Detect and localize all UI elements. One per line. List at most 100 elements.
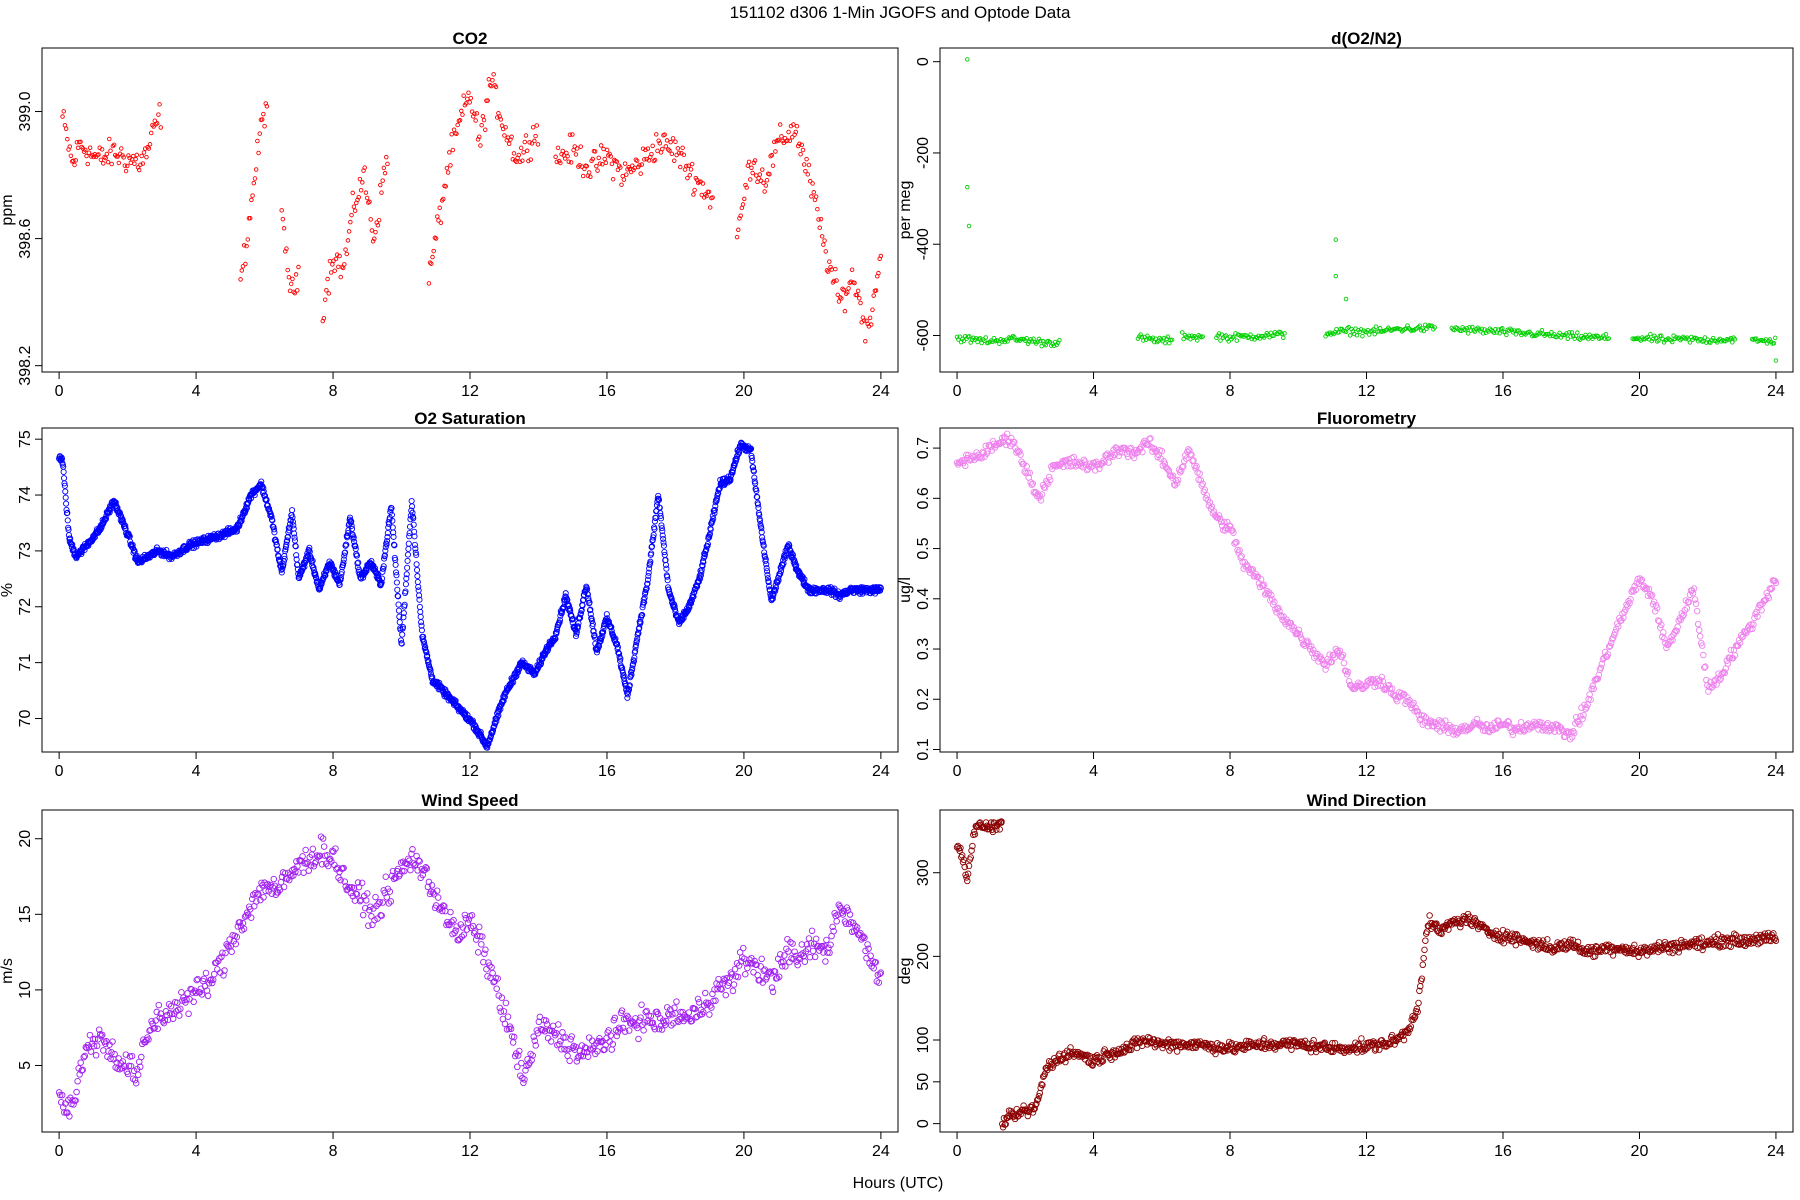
wind-speed-xtick-label: 12	[461, 1143, 479, 1160]
o2-sat-point	[404, 557, 411, 564]
co2-point	[322, 297, 328, 302]
o2-sat-point	[403, 575, 410, 582]
fluor-point	[1696, 633, 1704, 640]
co2-point	[809, 194, 814, 199]
co2-point	[674, 152, 679, 158]
wind-speed-point	[478, 941, 485, 948]
co2-point	[835, 292, 840, 298]
co2-point	[364, 195, 370, 201]
o2-n2-point	[1730, 340, 1735, 345]
o2-sat-point	[340, 559, 347, 566]
co2-point	[609, 161, 615, 167]
co2-point	[565, 154, 570, 159]
co2-point	[78, 139, 83, 145]
wind-dir-ytick-label: 100	[915, 1027, 932, 1054]
co2-xtick-label: 0	[55, 383, 64, 400]
co2-point	[687, 172, 693, 178]
wind-speed-point	[155, 1001, 163, 1009]
co2-point	[804, 156, 809, 162]
co2-point	[706, 189, 712, 195]
co2-point	[863, 338, 868, 344]
co2-point	[466, 90, 471, 96]
o2-sat-point	[749, 458, 756, 465]
co2-point	[801, 162, 807, 167]
wind-dir-xtick-label: 0	[953, 1143, 962, 1160]
o2-sat-point	[427, 667, 434, 674]
co2-point	[257, 131, 263, 136]
wind-speed-point	[280, 883, 288, 891]
o2-sat-point	[340, 556, 347, 563]
co2-point	[474, 111, 480, 116]
co2-point	[676, 150, 682, 156]
o2-n2-point	[1495, 327, 1501, 332]
fluor-point	[1694, 620, 1702, 628]
co2-point	[825, 269, 831, 274]
o2-sat-point	[116, 509, 123, 517]
o2-n2-point	[1180, 330, 1185, 335]
o2-sat-point	[305, 547, 312, 554]
wind-speed-point	[833, 917, 840, 925]
o2-sat-ytick-label: 70	[17, 709, 34, 727]
co2-point	[688, 167, 694, 172]
co2-point	[147, 142, 153, 147]
o2-sat-point	[338, 571, 345, 578]
co2-point	[284, 246, 289, 251]
wind-speed-xtick-label: 4	[192, 1143, 201, 1160]
co2-point	[601, 146, 606, 152]
fluor-point	[1597, 664, 1605, 672]
co2-point	[460, 112, 465, 117]
co2-point	[358, 187, 364, 193]
co2-point	[325, 276, 330, 282]
o2-sat-ytick-label: 75	[17, 430, 34, 448]
co2-point	[663, 144, 669, 149]
wind-speed-point	[544, 1034, 552, 1042]
co2-point	[553, 154, 558, 160]
o2-sat-point	[392, 569, 400, 576]
co2-point	[535, 142, 541, 147]
o2-sat-point	[260, 485, 267, 492]
o2-sat-xtick-label: 16	[598, 763, 616, 780]
wind-speed-point	[185, 1010, 192, 1018]
co2-point	[615, 167, 621, 173]
co2-point	[436, 218, 441, 223]
o2-n2-point	[1360, 333, 1365, 339]
o2-n2-xtick-label: 8	[1226, 383, 1235, 400]
co2-point	[461, 93, 466, 98]
co2-point	[742, 196, 747, 202]
co2-point	[749, 165, 754, 171]
co2-point	[103, 155, 108, 161]
co2-point	[836, 299, 842, 304]
o2-sat-point	[404, 564, 411, 571]
o2-n2-title: d(O2/N2)	[1331, 29, 1402, 48]
fluor-ytick-label: 0.5	[915, 537, 932, 559]
co2-point	[871, 293, 876, 298]
o2-sat-point	[418, 619, 425, 626]
o2-sat-point	[413, 566, 421, 574]
co2-point	[736, 227, 741, 233]
o2-n2-point	[1391, 326, 1397, 332]
co2-point	[454, 131, 459, 137]
fluor-point	[1238, 552, 1245, 560]
o2-sat-point	[390, 533, 397, 540]
co2-point	[105, 159, 111, 165]
o2-sat-point	[293, 552, 300, 559]
o2-n2-point	[1347, 333, 1353, 338]
wind-speed-point	[635, 1035, 642, 1043]
co2-point	[597, 161, 603, 166]
o2-sat-point	[416, 603, 423, 611]
o2-n2-ytick-label: -400	[915, 228, 932, 260]
o2-sat-point	[60, 468, 67, 475]
co2-point	[649, 151, 654, 157]
o2-sat-point	[279, 565, 286, 572]
o2-n2-point	[1195, 338, 1200, 343]
fluor-xtick-label: 0	[953, 763, 962, 780]
co2-xtick-label: 24	[872, 383, 890, 400]
o2-sat-point	[412, 549, 419, 556]
co2-point	[472, 111, 477, 117]
fluor-points	[953, 430, 1780, 743]
co2-point	[368, 217, 373, 222]
o2-sat-point	[416, 596, 423, 603]
o2-sat-point	[283, 541, 290, 548]
o2-n2-xtick-label: 20	[1631, 383, 1649, 400]
wind-dir-ytick-label: 50	[915, 1073, 932, 1091]
